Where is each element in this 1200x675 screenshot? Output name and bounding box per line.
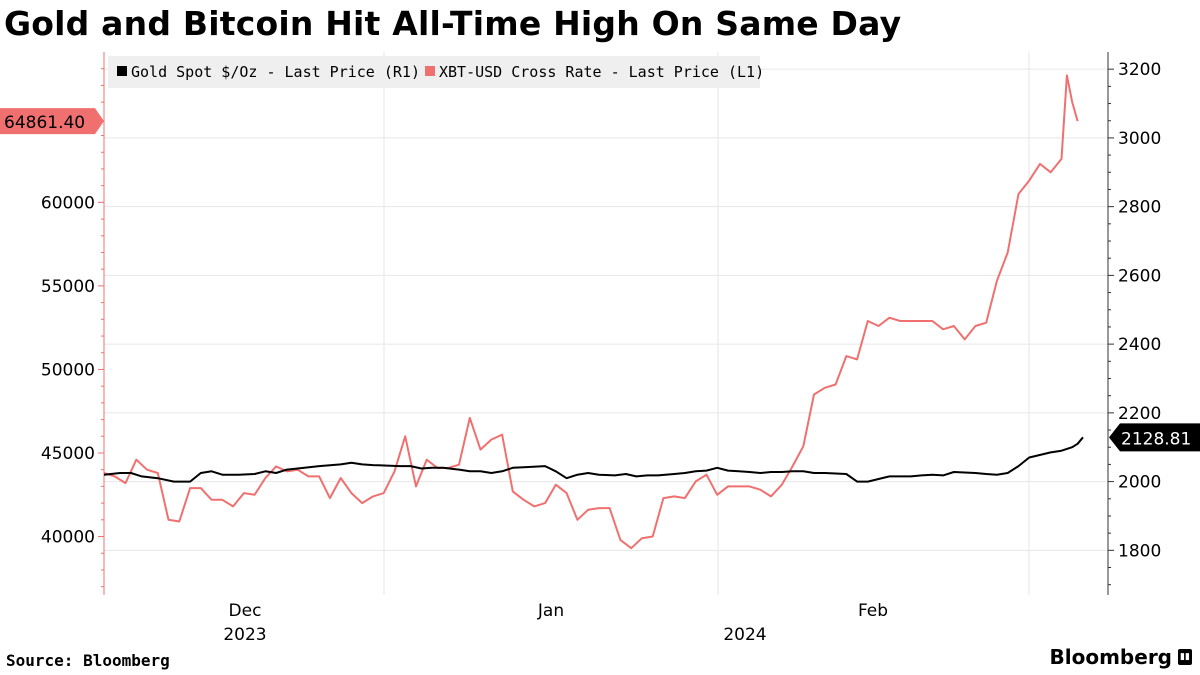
left-tick-label: 60000 [41, 193, 95, 213]
series-layer [103, 74, 1084, 550]
legend-label-gold: Gold Spot $/Oz - Last Price (R1) [131, 63, 420, 81]
source-note: Source: Bloomberg [6, 651, 170, 670]
right-tick-label: 2200 [1118, 404, 1161, 424]
gold-last-value-label: 2128.81 [1121, 429, 1191, 449]
legend-swatch-bitcoin [425, 66, 435, 76]
bloomberg-icon: ▮▮ [1178, 649, 1192, 665]
right-tick-label: 3000 [1118, 129, 1161, 149]
legend-swatch-gold [117, 66, 127, 76]
right-tick-label: 2800 [1118, 198, 1161, 218]
right-tick-label: 2400 [1118, 335, 1161, 355]
right-tick-label: 2600 [1118, 266, 1161, 286]
right-tick-label: 3200 [1118, 60, 1161, 80]
bitcoin-last-value-tag [0, 108, 104, 135]
gridlines [104, 52, 1108, 595]
series-line-bitcoin [103, 74, 1079, 550]
left-tick-label: 50000 [41, 360, 95, 380]
chart-title: Gold and Bitcoin Hit All-Time High On Sa… [4, 4, 902, 43]
legend: Gold Spot $/Oz - Last Price (R1) XBT-USD… [108, 56, 764, 88]
x-tick-label: Dec [229, 601, 262, 621]
x-year-label: 2024 [723, 625, 766, 645]
right-tick-label: 1800 [1118, 541, 1161, 561]
value-tags: 64861.40 2128.81 [0, 108, 1200, 452]
right-tick-label: 2000 [1118, 473, 1161, 493]
left-tick-label: 55000 [41, 277, 95, 297]
brand-name: Bloomberg [1049, 645, 1172, 669]
bitcoin-last-value-label: 64861.40 [4, 113, 85, 133]
left-tick-label: 40000 [41, 528, 95, 548]
axes: 40000 45000 50000 55000 60000 1800 2000 2200 240… [41, 52, 1161, 645]
brand-logo: Bloomberg ▮▮ [1050, 645, 1192, 669]
x-tick-label: Feb [858, 601, 888, 621]
legend-label-bitcoin: XBT-USD Cross Rate - Last Price (L1) [439, 63, 764, 81]
series-line-gold [103, 436, 1084, 483]
x-tick-label: Jan [537, 601, 564, 621]
left-tick-label: 45000 [41, 444, 95, 464]
gold-last-value-tag [1109, 423, 1200, 452]
x-year-label: 2023 [223, 625, 266, 645]
